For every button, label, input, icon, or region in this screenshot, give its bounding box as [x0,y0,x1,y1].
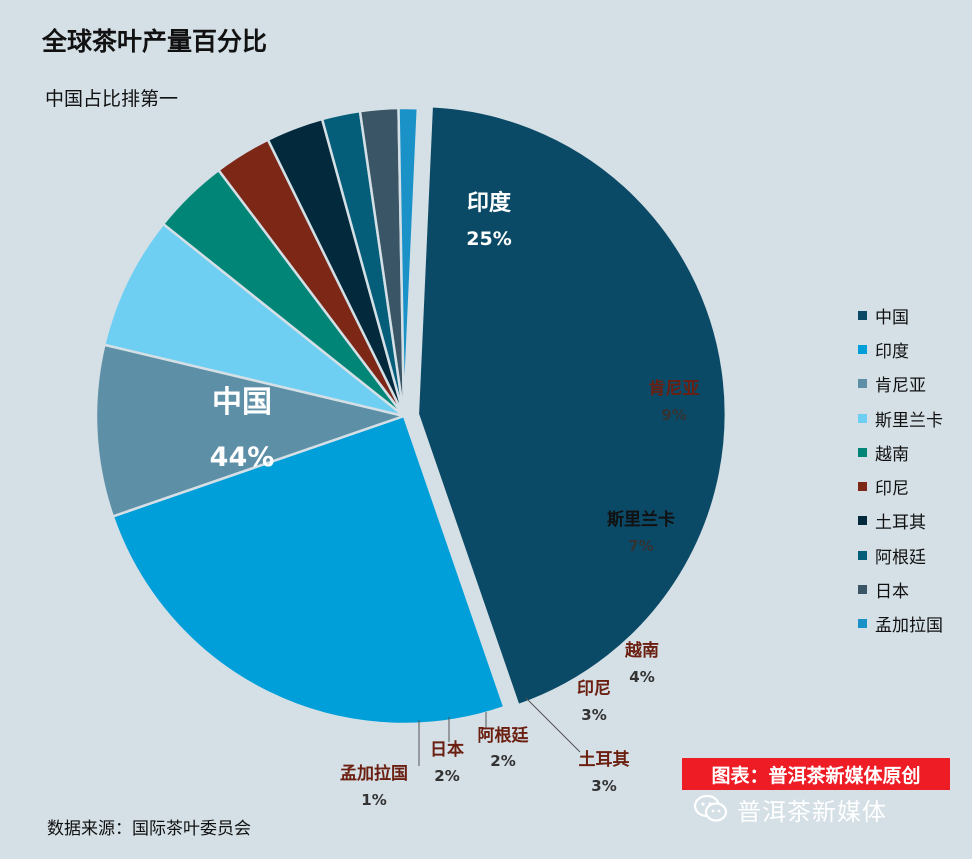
slice-label: 越南 [624,640,659,661]
slice-label: 印度 [467,190,512,216]
watermark-text: 普洱茶新媒体 [737,797,887,826]
wechat-icon [693,794,728,822]
slice-label: 印尼 [577,679,611,699]
slice-value-label: 4% [629,668,654,686]
watermark: 普洱茶新媒体 [693,792,887,826]
leader-line [525,697,581,753]
slice-value-label: 3% [581,706,606,724]
legend-label: 印尼 [875,479,909,500]
legend-swatch [858,482,867,492]
legend-swatch [858,585,867,595]
legend-label: 肯尼亚 [875,376,926,397]
slice-label: 土耳其 [579,749,630,770]
legend-swatch [858,413,867,423]
legend-swatch [858,447,867,457]
pie-slice [103,222,406,418]
legend-item: 越南 [858,435,943,469]
slice-value-label: 3% [591,777,616,795]
legend-swatch [858,550,867,560]
legend-label: 孟加拉国 [875,616,943,637]
pie-slice [111,414,506,726]
legend-swatch [858,310,867,320]
legend-swatch [858,379,867,389]
legend-label: 越南 [875,444,909,465]
legend-swatch [858,619,867,629]
legend-swatch [858,344,867,354]
slice-label: 斯里兰卡 [607,509,675,530]
slice-label: 肯尼亚 [649,378,700,399]
pie-slice [94,343,406,518]
slice-value-label: 7% [628,537,653,555]
legend-item: 阿根廷 [858,538,943,572]
slice-value-label: 44% [210,442,275,473]
legend-label: 阿根廷 [875,547,926,568]
pie-slice [416,105,728,707]
legend-label: 斯里兰卡 [875,410,943,431]
legend-item: 斯里兰卡 [858,401,943,435]
slice-value-label: 9% [661,406,686,424]
legend-item: 中国 [858,298,943,332]
legend-swatch [858,516,867,526]
slice-value-label: 25% [466,228,511,250]
legend-item: 日本 [858,572,943,606]
legend-item: 印度 [858,332,943,366]
slice-label: 阿根廷 [478,725,530,746]
credit-banner: 图表：普洱茶新媒体原创 [682,758,950,790]
legend-item: 土耳其 [858,504,943,538]
slice-label: 中国 [212,385,272,420]
legend-label: 日本 [875,582,909,603]
chart-legend: 中国印度肯尼亚斯里兰卡越南印尼土耳其阿根廷日本孟加拉国 [858,298,943,641]
slice-label: 日本 [430,739,464,760]
slice-value-label: 2% [434,767,459,785]
legend-label: 印度 [875,341,909,362]
legend-item: 孟加拉国 [858,607,943,641]
legend-item: 肯尼亚 [858,367,943,401]
pie-slice [397,106,420,418]
slice-label: 孟加拉国 [340,763,408,784]
legend-label: 中国 [875,307,909,328]
legend-item: 印尼 [858,469,943,503]
chart-subtitle: 中国占比排第一 [45,88,179,110]
chart-title: 全球茶叶产量百分比 [42,27,268,56]
slice-value-label: 2% [490,752,515,770]
legend-label: 土耳其 [875,513,926,534]
slice-value-label: 1% [361,791,386,809]
data-source-note: 数据来源：国际茶叶委员会 [47,819,251,839]
